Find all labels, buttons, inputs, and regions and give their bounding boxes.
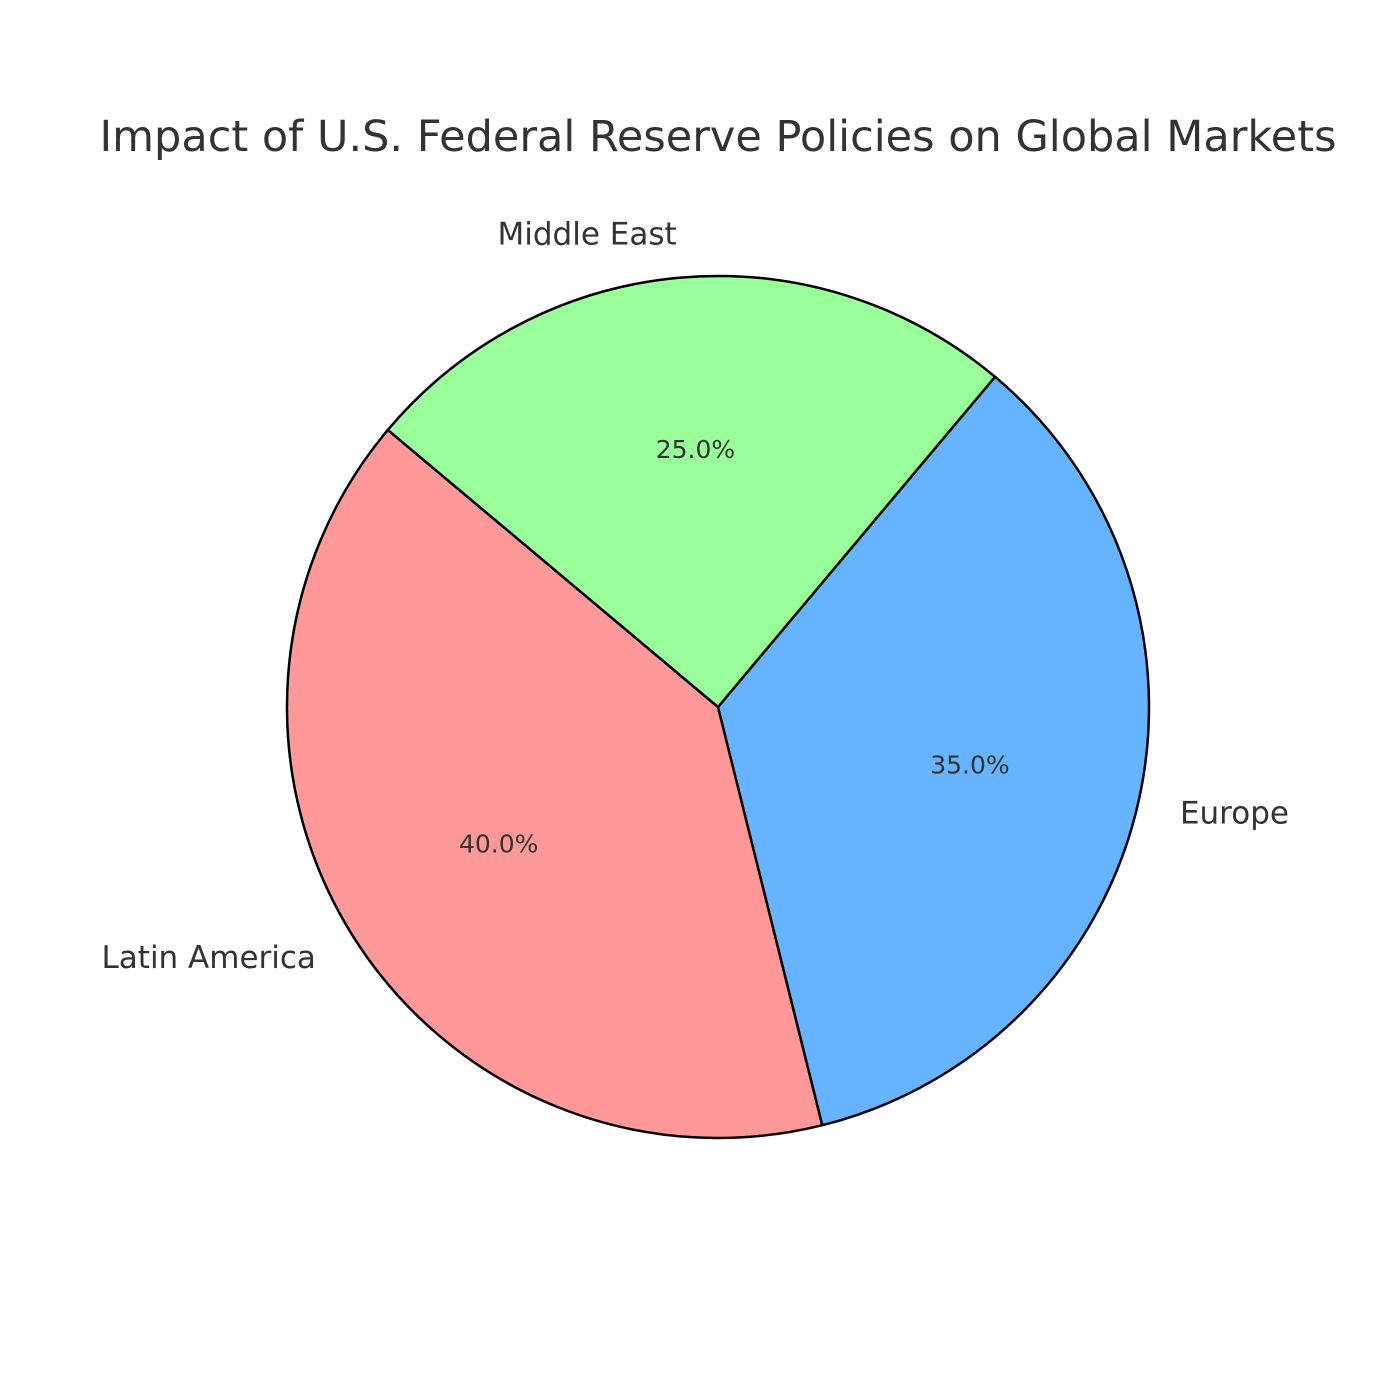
- percent-label-latin-america: 40.0%: [459, 830, 538, 859]
- percent-labels: 40.0% 35.0% 25.0%: [459, 435, 1010, 859]
- slice-label-latin-america: Latin America: [102, 940, 316, 976]
- pie-slice-middle-east: [386, 274, 997, 709]
- pie-slice-latin-america: [285, 428, 824, 1140]
- chart-title: Impact of U.S. Federal Reserve Policies …: [99, 112, 1336, 162]
- slice-label-middle-east: Middle East: [498, 217, 677, 253]
- pie-slices: [285, 274, 1151, 1140]
- pie-slice-europe: [716, 375, 1151, 1127]
- percent-label-europe: 35.0%: [930, 751, 1009, 780]
- slice-label-europe: Europe: [1180, 796, 1289, 832]
- slice-labels: Latin America Europe Middle East: [102, 217, 1289, 977]
- percent-label-middle-east: 25.0%: [656, 435, 735, 464]
